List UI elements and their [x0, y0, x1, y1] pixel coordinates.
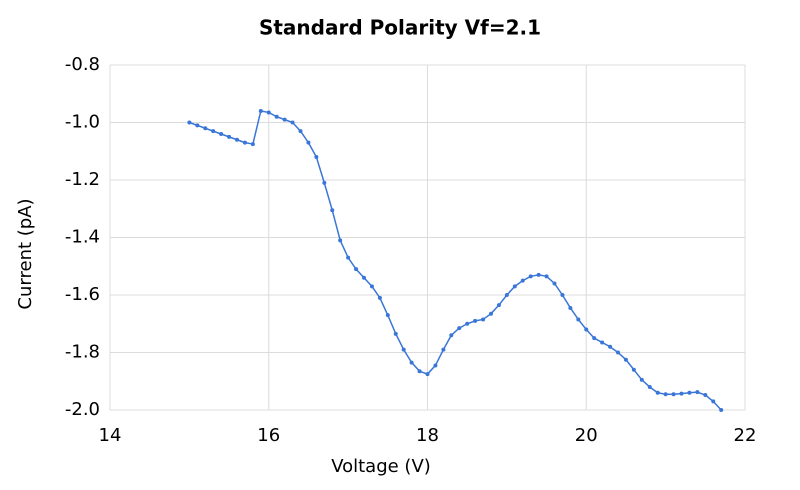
data-point	[409, 360, 414, 365]
data-point	[663, 392, 668, 397]
data-point	[306, 140, 311, 145]
data-point	[211, 129, 216, 134]
data-point	[227, 134, 232, 139]
data-point	[258, 109, 263, 113]
data-point	[703, 393, 708, 398]
y-tick-label: -1.0	[65, 112, 100, 133]
data-point	[489, 311, 493, 316]
data-point	[496, 303, 501, 308]
data-point	[393, 331, 398, 336]
data-point	[282, 117, 287, 122]
chart-title: Standard Polarity Vf=2.1	[259, 16, 541, 40]
data-point	[679, 391, 684, 396]
data-point	[235, 137, 239, 142]
data-point	[449, 333, 454, 338]
data-point	[568, 305, 573, 310]
data-point	[385, 313, 390, 318]
data-point	[298, 129, 303, 134]
y-axis-label: Current (pA)	[15, 198, 36, 309]
x-tick-label: 14	[99, 425, 122, 446]
data-point	[354, 267, 359, 272]
data-point	[330, 208, 335, 213]
data-point	[369, 284, 374, 289]
data-point	[219, 132, 224, 136]
data-point	[608, 344, 613, 349]
data-point	[592, 336, 597, 341]
data-point	[266, 110, 271, 115]
data-point	[203, 126, 208, 131]
data-point	[433, 363, 438, 368]
y-tick-label: -2.0	[65, 399, 100, 420]
data-point	[600, 340, 605, 345]
data-point	[647, 385, 652, 389]
data-point	[441, 347, 446, 352]
data-point	[560, 293, 565, 297]
data-point	[250, 142, 255, 147]
x-tick-label: 16	[257, 425, 280, 446]
data-point	[655, 390, 660, 395]
y-tick-label: -1.2	[65, 169, 100, 190]
data-point	[377, 295, 382, 300]
data-point	[544, 274, 549, 279]
data-point	[695, 390, 700, 395]
y-tick-label: -1.4	[65, 227, 100, 248]
x-tick-label: 22	[734, 425, 757, 446]
data-point	[584, 327, 589, 332]
data-point	[457, 326, 462, 331]
data-point	[623, 357, 628, 362]
data-point	[322, 180, 327, 185]
data-point	[290, 120, 295, 125]
data-point	[425, 372, 430, 377]
data-point	[417, 369, 422, 374]
data-point	[576, 317, 581, 322]
x-axis-label: Voltage (V)	[331, 456, 431, 477]
data-point	[195, 123, 200, 128]
x-tick-label: 20	[575, 425, 598, 446]
data-point	[687, 390, 692, 395]
data-point	[242, 140, 247, 145]
data-point	[187, 120, 192, 125]
data-point	[616, 350, 620, 355]
data-point	[671, 392, 676, 397]
data-point	[362, 275, 366, 280]
data-point	[719, 408, 724, 412]
data-point	[473, 318, 478, 323]
data-point	[536, 272, 541, 277]
data-point	[338, 238, 343, 243]
x-tick-label: 18	[416, 425, 439, 446]
y-tick-label: -0.8	[65, 54, 100, 75]
y-tick-label: -1.6	[65, 284, 100, 305]
data-point	[346, 255, 351, 260]
data-point	[528, 274, 533, 279]
data-point	[274, 114, 279, 119]
y-tick-label: -1.8	[65, 342, 100, 363]
data-point	[401, 347, 406, 352]
data-point	[631, 367, 636, 372]
data-point	[639, 377, 644, 382]
data-point	[465, 321, 470, 326]
data-point	[520, 278, 525, 283]
data-point	[504, 293, 509, 297]
data-point	[481, 317, 486, 322]
data-point	[512, 284, 517, 289]
data-point	[314, 155, 319, 159]
data-point	[711, 399, 716, 404]
data-point	[552, 281, 557, 286]
